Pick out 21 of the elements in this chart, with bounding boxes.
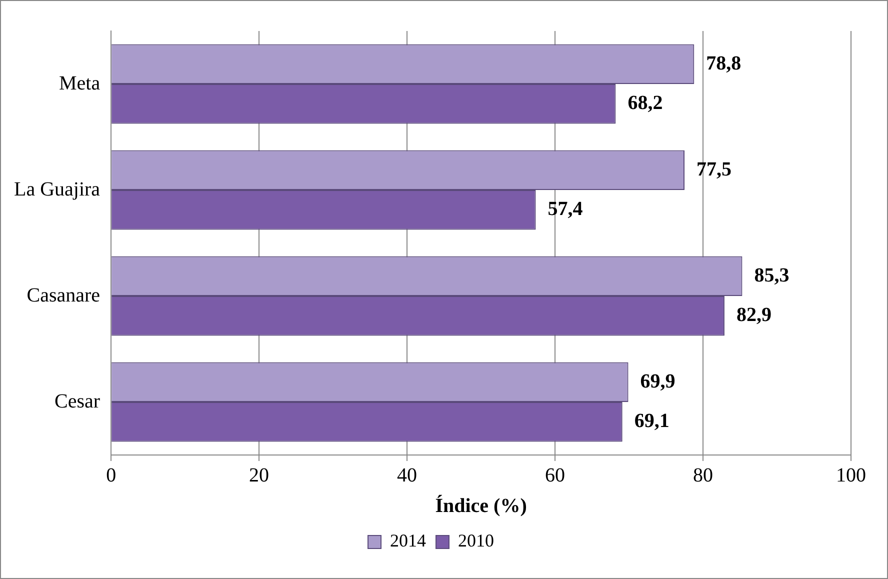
y-tick-label: La Guajira <box>14 178 100 200</box>
data-label: 85,3 <box>754 264 790 286</box>
x-axis-title: Índice (%) <box>435 494 527 518</box>
x-tick-label: 20 <box>249 464 270 486</box>
x-tick-label: 0 <box>106 464 116 486</box>
y-tick-label: Casanare <box>26 284 100 306</box>
data-label: 69,9 <box>640 370 676 392</box>
data-label: 69,1 <box>634 410 670 432</box>
x-tick-label: 60 <box>545 464 566 486</box>
data-label: 78,8 <box>706 52 742 74</box>
legend-label: 2010 <box>458 530 494 551</box>
data-label: 57,4 <box>548 198 583 220</box>
x-tick-label: 40 <box>397 464 418 486</box>
data-label: 82,9 <box>736 304 772 326</box>
y-tick-label: Meta <box>58 72 100 94</box>
x-tick-label: 100 <box>836 464 866 486</box>
legend-label: 2014 <box>390 530 426 551</box>
data-label: 77,5 <box>696 158 732 180</box>
data-label: 68,2 <box>628 92 663 114</box>
x-tick-label: 80 <box>693 464 714 486</box>
y-tick-label: Cesar <box>54 390 100 412</box>
